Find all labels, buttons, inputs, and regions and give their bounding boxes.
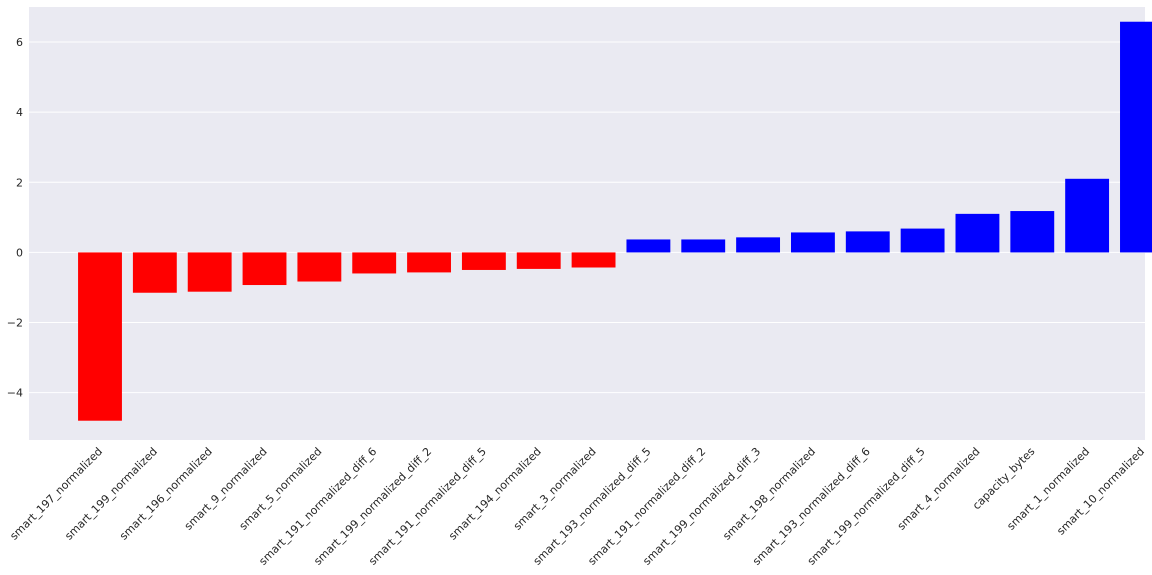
bar: [352, 252, 397, 274]
bar: [242, 252, 287, 286]
bar: [132, 252, 177, 293]
x-tick-label: smart_198_normalized: [720, 445, 818, 543]
y-tick-label: −2: [7, 317, 23, 330]
x-tick-label: smart_196_normalized: [117, 445, 215, 543]
y-tick-label: 6: [16, 36, 23, 49]
bar: [681, 239, 726, 253]
y-axis-ticks: −4 −2 0 2 4 6: [7, 36, 23, 400]
y-tick-label: 2: [16, 176, 23, 189]
x-tick-label: smart_191_normalized_diff_5: [366, 445, 489, 568]
x-tick-label: smart_197_normalized: [7, 445, 105, 543]
bar: [955, 213, 1000, 253]
bar: [297, 252, 342, 282]
bars: [78, 21, 1152, 421]
bar: [626, 239, 671, 253]
bar: [1010, 211, 1055, 253]
x-tick-label: smart_193_normalized_diff_5: [531, 445, 654, 568]
bar: [736, 237, 781, 253]
bar: [461, 252, 506, 270]
bar: [790, 232, 835, 253]
x-tick-label: smart_191_normalized_diff_2: [585, 445, 708, 568]
y-tick-label: −4: [7, 387, 23, 400]
bar: [571, 252, 616, 268]
x-axis-ticks: smart_197_normalizedsmart_199_normalized…: [7, 445, 1147, 568]
bar: [78, 252, 122, 421]
y-tick-label: 0: [16, 246, 23, 259]
bar: [900, 228, 945, 253]
bar: [516, 252, 561, 269]
bar: [1120, 21, 1152, 253]
bar: [407, 252, 451, 273]
bar: [845, 231, 890, 253]
x-tick-label: smart_199_normalized_diff_2: [311, 445, 434, 568]
bar: [187, 252, 232, 292]
bar: [1065, 178, 1110, 253]
y-tick-label: 4: [16, 106, 23, 119]
x-tick-label: smart_193_normalized_diff_6: [750, 445, 873, 568]
x-tick-label: smart_199_normalized_diff_3: [640, 445, 763, 568]
x-tick-label: smart_199_normalized_diff_5: [805, 445, 928, 568]
x-tick-label: smart_191_normalized_diff_6: [256, 445, 379, 568]
x-tick-label: smart_199_normalized: [62, 445, 160, 543]
x-tick-label: smart_194_normalized: [446, 445, 544, 543]
